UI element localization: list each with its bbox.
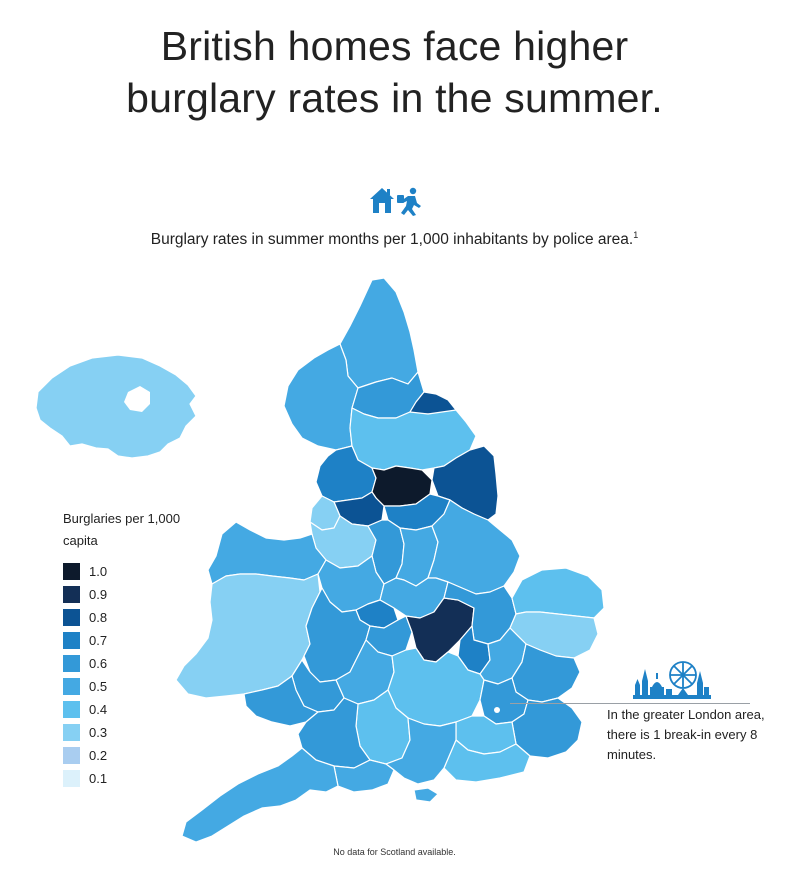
legend-item: 0.9: [63, 583, 183, 606]
legend-label: 0.5: [89, 679, 108, 694]
region-northumbria: [339, 277, 419, 389]
legend-item: 0.4: [63, 698, 183, 721]
legend-swatch: [63, 609, 80, 626]
legend-label: 0.6: [89, 656, 108, 671]
legend-label: 0.9: [89, 587, 108, 602]
region-devon-cornwall: [181, 747, 339, 843]
page-title: British homes face higher burglary rates…: [0, 20, 789, 124]
legend-item: 0.2: [63, 744, 183, 767]
legend-swatch: [63, 586, 80, 603]
legend-item: 0.6: [63, 652, 183, 675]
region-isle-of-wight: [413, 787, 439, 803]
region-cumbria: [283, 343, 359, 451]
legend-item: 0.5: [63, 675, 183, 698]
legend-label: 0.3: [89, 725, 108, 740]
title-line-2: burglary rates in the summer.: [126, 75, 663, 121]
subtitle-text: Burglary rates in summer months per 1,00…: [150, 231, 634, 249]
legend-label: 0.2: [89, 748, 108, 763]
region-sussex: [443, 739, 531, 783]
legend-item: 0.1: [63, 767, 183, 790]
legend-item: 1.0: [63, 560, 183, 583]
region-dorset: [333, 759, 395, 793]
footnote-marker: 1: [633, 230, 639, 240]
region-north-wales: [207, 521, 327, 585]
legend: Burglaries per 1,000 capita 1.0 0.9 0.8 0.7…: [63, 508, 183, 790]
london-marker: [494, 707, 500, 713]
london-pointer-line: [510, 703, 750, 704]
scotland-footnote: No data for Scotland available.: [333, 847, 456, 857]
legend-swatch: [63, 632, 80, 649]
region-humberside: [431, 445, 499, 521]
legend-swatch: [63, 724, 80, 741]
map-subtitle: Burglary rates in summer months per 1,00…: [0, 230, 789, 249]
title-line-1: British homes face higher: [160, 23, 629, 69]
legend-label: 0.8: [89, 610, 108, 625]
burglary-icon-group: [368, 184, 424, 218]
legend-title: Burglaries per 1,000 capita: [63, 511, 181, 548]
legend-swatch: [63, 563, 80, 580]
region-norfolk: [511, 567, 605, 619]
legend-item: 0.7: [63, 629, 183, 652]
legend-swatch: [63, 701, 80, 718]
london-note: In the greater London area, there is 1 b…: [607, 707, 765, 762]
legend-swatch: [63, 678, 80, 695]
lough-neagh: [124, 386, 150, 412]
london-skyline-icon: [633, 655, 711, 699]
legend-swatch: [63, 770, 80, 787]
legend-item: 0.8: [63, 606, 183, 629]
legend-label: 0.7: [89, 633, 108, 648]
region-northern-ireland: [35, 354, 197, 459]
legend-label: 0.4: [89, 702, 108, 717]
legend-swatch: [63, 655, 80, 672]
police-area-map: [35, 277, 605, 843]
legend-swatch: [63, 747, 80, 764]
running-burglar-icon: [397, 187, 421, 216]
legend-item: 0.3: [63, 721, 183, 744]
legend-items: 1.0 0.9 0.8 0.7 0.6 0.5 0.4 0.3 0.2 0.1: [63, 560, 183, 790]
legend-label: 0.1: [89, 771, 108, 786]
legend-label: 1.0: [89, 564, 108, 579]
house-icon: [370, 188, 394, 213]
region-hampshire: [385, 717, 457, 785]
